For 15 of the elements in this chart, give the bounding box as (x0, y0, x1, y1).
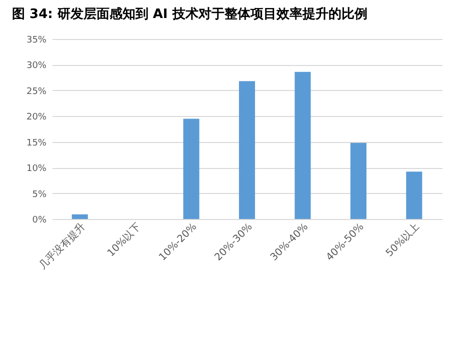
y-tick-label: 10% (26, 164, 47, 174)
bar (350, 142, 366, 219)
bar (406, 172, 422, 219)
y-tick-label: 0% (32, 216, 47, 226)
y-tick-label: 30% (26, 61, 47, 72)
bar (238, 81, 256, 219)
y-tick-label: 15% (26, 138, 47, 148)
y-tick-label: 20% (26, 112, 47, 123)
chart-title: 图 34: 研发层面感知到 AI 技术对于整体项目效率提升的比例 (12, 6, 368, 22)
y-tick-label: 35% (26, 36, 47, 46)
y-tick-label: 25% (26, 86, 47, 97)
bar (72, 214, 88, 219)
y-tick-label: 5% (32, 190, 47, 200)
bar (294, 72, 311, 219)
bar (183, 118, 200, 219)
